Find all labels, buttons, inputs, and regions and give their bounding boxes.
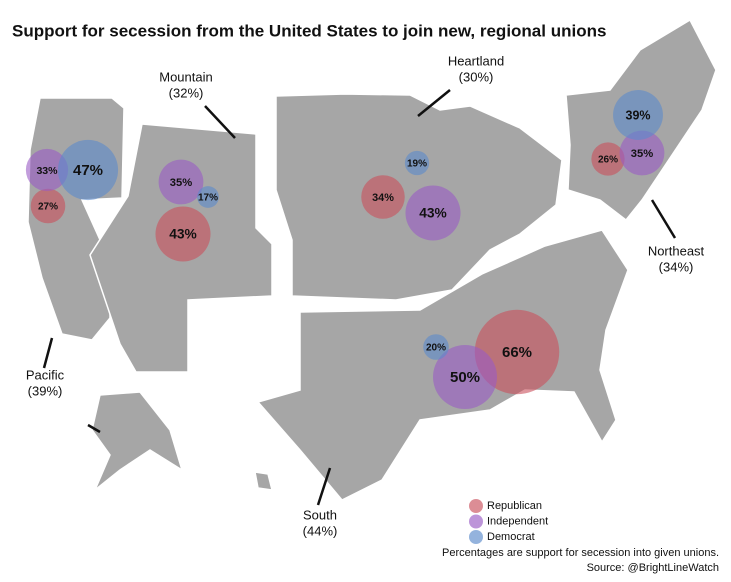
bubble [158,159,204,205]
bubble-label: 50% [450,369,480,386]
region-name: Pacific [26,367,65,382]
leader-line [42,337,54,369]
bubble [591,142,625,176]
leader-line [417,89,451,117]
legend: Republican Independent Democrat [469,499,548,544]
bubbles: 27% 43% 34% 26% 66% 33% 35% 43% 35% 50% 47% 17% 19% 3… [25,90,665,409]
alaska [91,391,184,491]
region-name: Heartland [448,53,504,68]
bubble-label: 19% [407,159,427,170]
bubble [423,334,449,360]
leader-line [316,467,332,506]
region-name: Northeast [648,243,705,258]
region-name: Mountain [159,69,212,84]
bubble-label: 35% [631,148,653,160]
legend-label: Democrat [487,531,535,543]
region-support: (39%) [28,383,63,398]
map-title: Support for secession from the United St… [12,21,606,40]
leader-line [650,199,677,239]
legend-label: Republican [487,500,542,512]
bubble [197,186,219,208]
region-support: (34%) [659,259,694,274]
note: Percentages are support for secession in… [442,547,719,559]
bubble-label: 33% [36,165,58,177]
legend-label: Independent [487,515,548,527]
bubble [433,345,497,409]
region-support: (30%) [459,69,494,84]
bubble [613,90,663,140]
bubble-label: 27% [38,202,58,213]
hawaii [254,471,273,491]
bubble [25,148,69,192]
leader-lines [42,89,677,506]
bubble [361,175,405,219]
leader-line [204,105,236,139]
leader-line [87,423,101,434]
legend-swatch [469,499,483,513]
bubble-label: 20% [426,343,446,354]
region-support: (44%) [303,523,338,538]
source: Source: @BrightLineWatch [587,562,719,574]
bubble [405,185,461,241]
bubble-label: 39% [626,108,651,122]
bubble-label: 43% [169,227,197,242]
bubble [155,206,211,262]
legend-swatch [469,530,483,544]
bubble [30,188,66,224]
bubble-label: 35% [170,177,192,189]
region-labels: Pacific(39%) Mountain(32%) Heartland(30%) N… [26,53,705,538]
bubble-label: 17% [198,193,218,204]
bubble-label: 26% [598,155,618,166]
bubble [404,150,430,176]
bubble-label: 66% [502,344,532,361]
bubble [619,130,665,176]
bubble-label: 34% [372,192,394,204]
region-name: South [303,507,337,522]
bubble-label: 43% [419,206,447,221]
legend-swatch [469,514,483,529]
bubble [57,139,119,201]
bubble-label: 47% [73,162,103,179]
region-support: (32%) [169,85,204,100]
